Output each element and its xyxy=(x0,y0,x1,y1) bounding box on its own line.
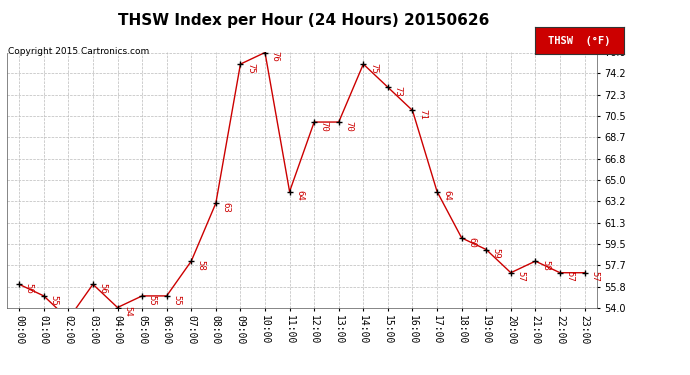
Text: 55: 55 xyxy=(49,294,59,305)
Text: 64: 64 xyxy=(442,190,452,201)
Text: 53: 53 xyxy=(0,374,1,375)
Text: THSW  (°F): THSW (°F) xyxy=(549,36,611,46)
Text: 55: 55 xyxy=(172,294,181,305)
Text: 54: 54 xyxy=(123,306,132,317)
Text: 58: 58 xyxy=(541,260,550,270)
Text: 63: 63 xyxy=(221,202,230,213)
Text: 55: 55 xyxy=(148,294,157,305)
Text: 64: 64 xyxy=(295,190,304,201)
Text: 75: 75 xyxy=(369,63,378,74)
Text: 71: 71 xyxy=(418,109,427,120)
Text: 57: 57 xyxy=(516,272,525,282)
Text: 58: 58 xyxy=(197,260,206,270)
Text: 59: 59 xyxy=(492,248,501,259)
Text: Copyright 2015 Cartronics.com: Copyright 2015 Cartronics.com xyxy=(8,47,150,56)
Text: 76: 76 xyxy=(270,51,279,62)
Text: THSW Index per Hour (24 Hours) 20150626: THSW Index per Hour (24 Hours) 20150626 xyxy=(118,13,489,28)
Text: 73: 73 xyxy=(393,86,402,97)
Text: 70: 70 xyxy=(344,121,353,131)
Text: 56: 56 xyxy=(99,283,108,294)
Text: 75: 75 xyxy=(246,63,255,74)
Text: 57: 57 xyxy=(566,272,575,282)
Text: 70: 70 xyxy=(319,121,328,131)
Text: 56: 56 xyxy=(25,283,34,294)
Text: 60: 60 xyxy=(467,237,476,248)
Text: 57: 57 xyxy=(590,272,599,282)
